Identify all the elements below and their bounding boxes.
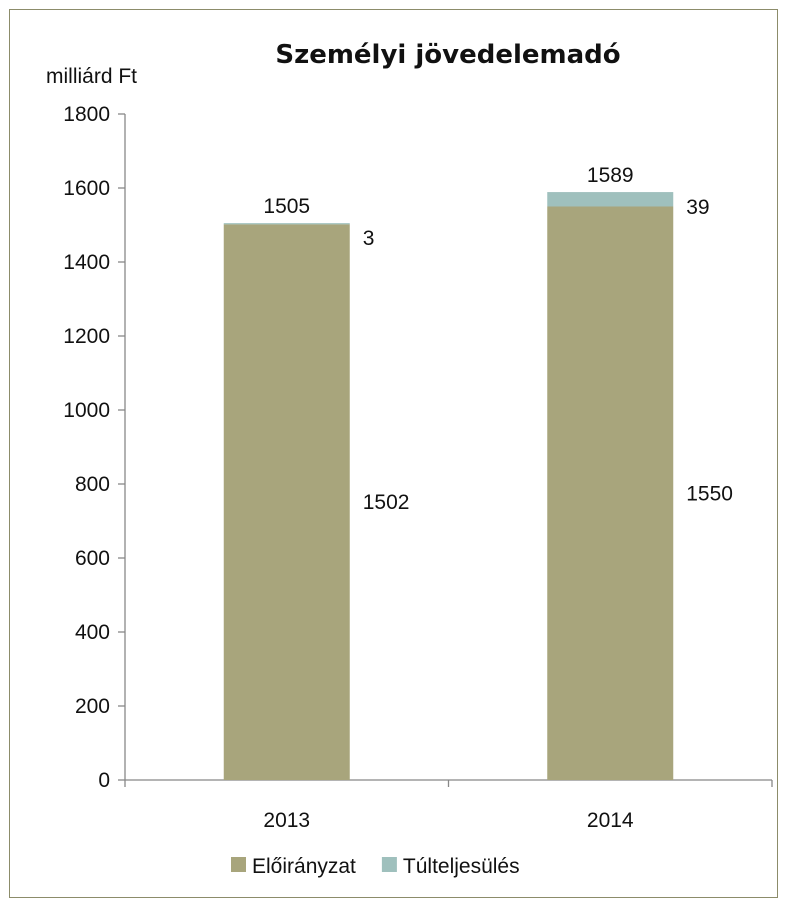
bar-eloiranyzat: [547, 206, 674, 780]
data-label-tulteljesules: 3: [363, 227, 375, 250]
legend-swatch-eloiranyzat: [231, 857, 246, 872]
y-axis-unit-label: milliárd Ft: [46, 65, 137, 88]
y-axis: 0 200 400 600 800 1000 1200 1400 1600 1800: [63, 103, 126, 792]
legend-swatch-tulteljesules: [381, 857, 397, 872]
y-tick-label: 1000: [63, 399, 110, 422]
y-tick-label: 600: [75, 547, 110, 570]
y-tick-label: 200: [75, 695, 110, 718]
data-labels: 1502 3 1505 1550 39 1589: [263, 164, 733, 514]
bar-eloiranyzat: [223, 224, 350, 780]
data-label-total: 1589: [587, 164, 634, 187]
data-label-eloiranyzat: 1550: [686, 482, 733, 505]
legend: Előirányzat Túlteljesülés: [231, 855, 520, 878]
y-tick-label: 1800: [63, 103, 110, 126]
y-tick-label: 0: [98, 769, 110, 792]
y-tick-label: 400: [75, 621, 110, 644]
legend-label-tulteljesules: Túlteljesülés: [403, 855, 520, 878]
data-label-tulteljesules: 39: [686, 196, 709, 219]
x-category-label: 2014: [587, 809, 634, 832]
chart-title: Személyi jövedelemadó: [275, 40, 620, 70]
bar-tulteljesules: [223, 223, 350, 225]
y-tick-label: 1200: [63, 325, 110, 348]
y-tick-label: 1400: [63, 251, 110, 274]
legend-label-eloiranyzat: Előirányzat: [252, 855, 356, 878]
bar-tulteljesules: [547, 192, 674, 207]
y-tick-label: 1600: [63, 177, 110, 200]
data-label-total: 1505: [263, 195, 310, 218]
bars: [223, 192, 674, 780]
x-axis: 2013 2014: [124, 779, 773, 832]
x-category-label: 2013: [263, 809, 310, 832]
y-tick-label: 800: [75, 473, 110, 496]
data-label-eloiranyzat: 1502: [363, 491, 410, 514]
